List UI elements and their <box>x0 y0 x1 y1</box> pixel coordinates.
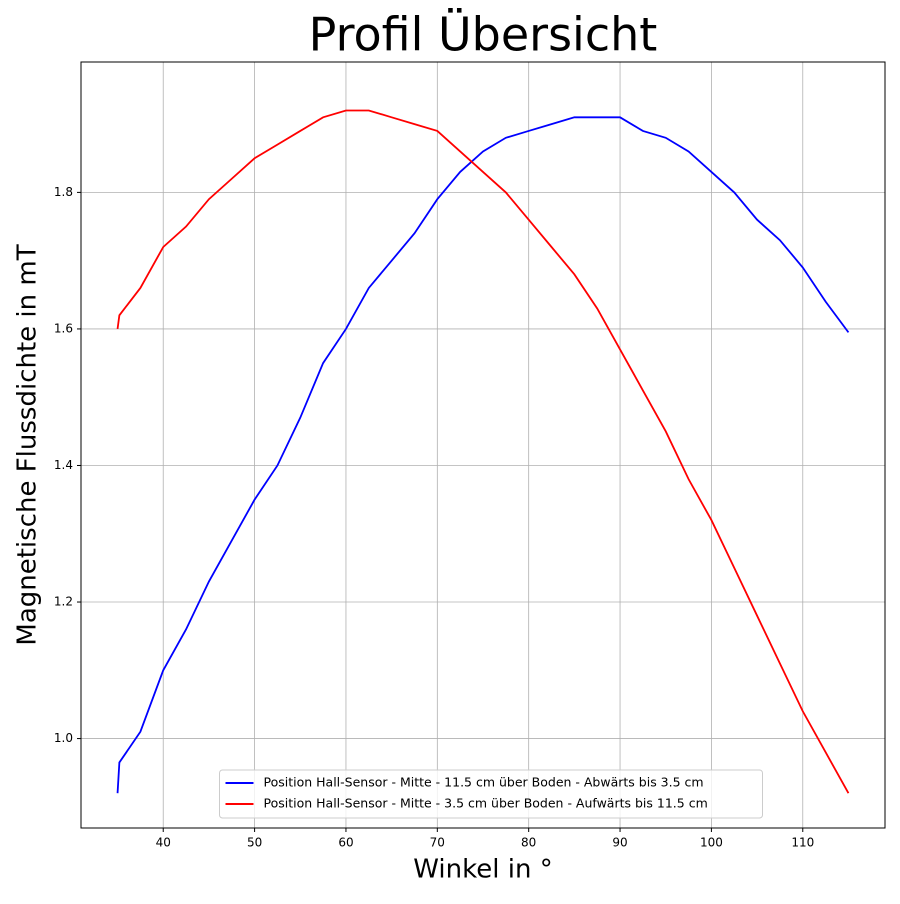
y-tick-label: 1.4 <box>54 458 73 472</box>
y-tick-label: 1.6 <box>54 321 73 335</box>
y-tick-label: 1.2 <box>54 595 73 609</box>
plot-frame <box>80 61 886 829</box>
legend-label: Position Hall-Sensor - Mitte - 3.5 cm üb… <box>264 796 708 811</box>
y-tick-label: 1.0 <box>54 731 73 745</box>
y-tick-label: 1.8 <box>54 185 73 199</box>
legend-box <box>219 769 763 819</box>
x-tick-label: 80 <box>521 836 536 850</box>
x-tick-label: 70 <box>430 836 445 850</box>
y-axis-label: Magnetische Flussdichte in mT <box>13 244 43 645</box>
x-tick-label: 100 <box>700 836 723 850</box>
legend-label: Position Hall-Sensor - Mitte - 11.5 cm ü… <box>264 775 704 790</box>
x-tick-label: 60 <box>338 836 353 850</box>
series-line <box>116 109 850 794</box>
x-tick-label: 110 <box>791 836 814 850</box>
x-tick-label: 40 <box>156 836 171 850</box>
legend: Position Hall-Sensor - Mitte - 11.5 cm ü… <box>219 769 763 819</box>
lines <box>116 109 850 794</box>
chart-title: Profil Übersicht <box>309 8 658 62</box>
x-axis-label: Winkel in ° <box>413 855 552 885</box>
grid: 40 50 60 70 80 90 100 110 1.0 1.2 1.4 1.6 1.8 <box>54 62 885 850</box>
x-tick-label: 90 <box>612 836 627 850</box>
x-tick-label: 50 <box>247 836 262 850</box>
